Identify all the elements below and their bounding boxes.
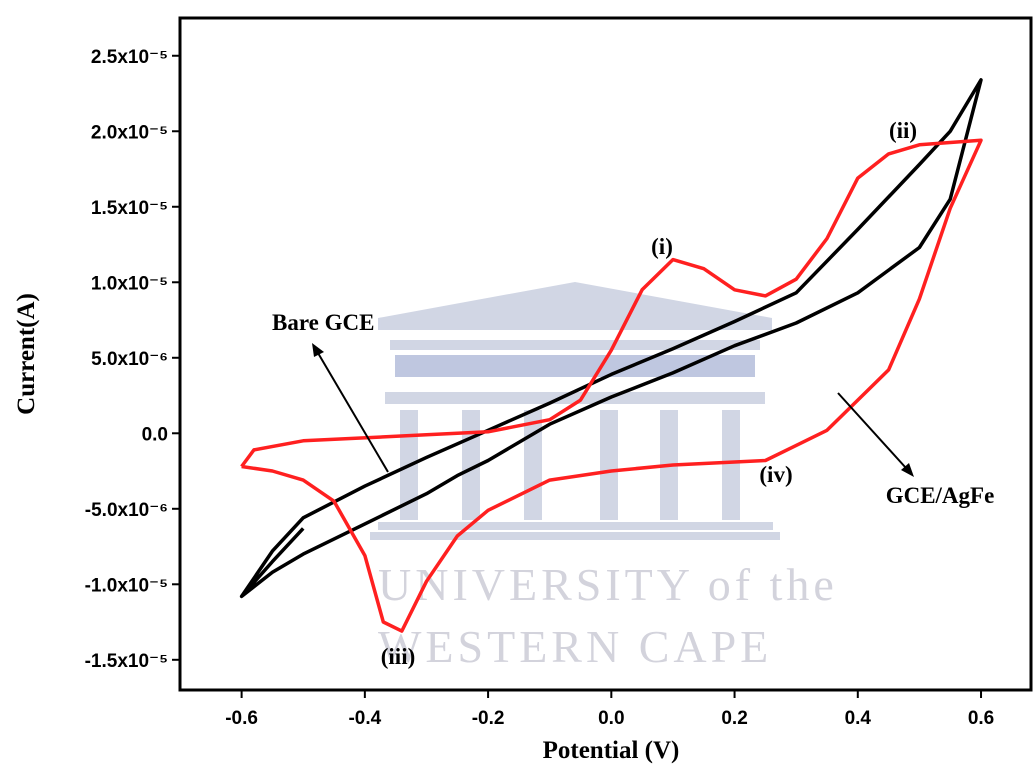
watermark-building (370, 282, 780, 540)
y-tick-label: 1.0x10⁻⁵ (91, 273, 168, 294)
y-tick-label: 2.0x10⁻⁵ (91, 122, 168, 143)
peak-label: (ii) (889, 118, 917, 143)
y-tick-label: -1.0x10⁻⁵ (85, 575, 168, 596)
x-tick-label: -0.4 (348, 708, 381, 729)
arrows (312, 343, 914, 477)
x-tick-label: 0.0 (598, 708, 624, 729)
x-axis-label: Potential (V) (543, 737, 680, 764)
y-axis-label: Current(A) (13, 293, 40, 415)
series-line (239, 78, 983, 599)
y-tick-label: -1.5x10⁻⁵ (85, 651, 168, 672)
x-tick-label: 0.4 (845, 708, 872, 729)
peak-label: (iii) (381, 644, 416, 669)
x-tick-label: -0.2 (472, 708, 505, 729)
series-line (240, 138, 983, 633)
watermark-line: WESTERN CAPE (378, 621, 772, 672)
series-label: Bare GCE (272, 310, 374, 335)
series-label: GCE/AgFe (886, 483, 995, 508)
y-tick-label: 0.0 (142, 424, 168, 445)
peak-label: (iv) (759, 462, 792, 487)
y-tick-label: -5.0x10⁻⁶ (85, 500, 168, 521)
x-tick-label: -0.6 (225, 708, 258, 729)
x-tick-label: 0.6 (968, 708, 994, 729)
y-tick-label: 1.5x10⁻⁵ (91, 198, 168, 219)
peak-label: (i) (651, 234, 673, 259)
y-tick-label: 5.0x10⁻⁶ (91, 349, 168, 370)
plot-area (239, 78, 983, 633)
x-tick-label: 0.2 (721, 708, 747, 729)
watermark-line: UNIVERSITY of the (378, 559, 838, 610)
plot-frame (178, 16, 1033, 692)
y-tick-label: 2.5x10⁻⁵ (91, 47, 168, 68)
